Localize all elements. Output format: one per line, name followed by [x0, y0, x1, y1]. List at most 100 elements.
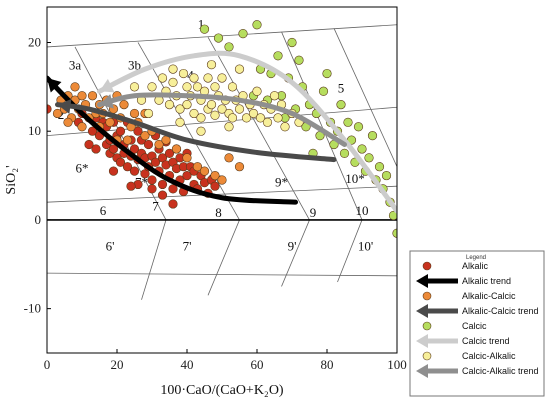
- field-label: 10: [356, 203, 369, 218]
- data-point: [108, 166, 119, 176]
- legend-label: Alkalic trend: [462, 276, 511, 286]
- legend-arrow-icon: [416, 334, 428, 348]
- data-point: [273, 51, 283, 61]
- data-point: [77, 91, 87, 101]
- data-point: [150, 157, 161, 167]
- trend-arrowhead: [47, 77, 62, 93]
- data-point: [210, 82, 220, 92]
- field-label: 6: [100, 203, 107, 218]
- data-point: [206, 60, 217, 70]
- legend-label: Alkalic-Calcic: [462, 291, 516, 301]
- data-point: [189, 73, 199, 83]
- data-point: [175, 104, 185, 114]
- y-tick-label: 10: [28, 123, 41, 138]
- data-point: [241, 113, 252, 123]
- data-point: [199, 166, 210, 176]
- field-label: 10*: [345, 171, 365, 186]
- data-point: [224, 42, 234, 52]
- data-point: [175, 117, 185, 127]
- data-point: [52, 108, 63, 119]
- data-point: [168, 77, 178, 88]
- trend-arrowhead: [99, 94, 114, 109]
- data-point: [164, 99, 175, 110]
- legend-marker-icon: [422, 291, 432, 301]
- data-point: [381, 170, 392, 181]
- data-point: [217, 175, 227, 185]
- x-tick-label: 0: [44, 357, 51, 372]
- x-tick-label: 60: [251, 357, 264, 372]
- data-point: [280, 122, 290, 132]
- data-point: [224, 153, 234, 163]
- data-point: [189, 108, 199, 119]
- data-point: [252, 86, 262, 96]
- field-boundary-line: [137, 42, 240, 221]
- legend-label: Calcic: [462, 321, 487, 331]
- data-point: [392, 228, 397, 238]
- data-point: [294, 55, 304, 65]
- field-boundary-line: [207, 219, 240, 296]
- data-point: [262, 117, 273, 127]
- data-point: [115, 126, 126, 136]
- data-point: [322, 68, 332, 79]
- data-point: [255, 113, 266, 123]
- data-point: [105, 117, 115, 127]
- field-label: 6*: [76, 160, 89, 175]
- data-point: [199, 24, 210, 34]
- plot-frame: [46, 6, 398, 354]
- data-point: [318, 86, 329, 96]
- classification-field-boundaries: [47, 24, 397, 300]
- field-label: 7': [183, 239, 192, 254]
- data-point: [227, 113, 238, 123]
- data-point: [196, 113, 206, 123]
- data-point: [203, 73, 213, 83]
- data-point: [87, 126, 98, 136]
- data-point: [129, 108, 140, 119]
- field-boundary-line: [141, 219, 167, 300]
- data-point: [364, 153, 374, 163]
- field-label: 1: [198, 17, 205, 32]
- legend-marker-icon: [422, 321, 432, 331]
- data-point: [91, 144, 101, 154]
- data-point: [147, 175, 157, 185]
- field-label: 7: [152, 199, 159, 214]
- field-label: 9*: [275, 175, 288, 190]
- series-layer: [47, 20, 397, 238]
- trend-arrowhead: [57, 98, 72, 114]
- data-point: [287, 37, 297, 48]
- legend-marker-icon: [422, 351, 432, 361]
- data-point: [238, 29, 248, 39]
- data-point: [192, 82, 203, 92]
- data-point: [147, 184, 157, 194]
- data-point: [126, 181, 136, 191]
- field-label: 3b: [128, 58, 141, 73]
- field-boundary-line: [207, 36, 310, 221]
- y-tick-label: -10: [24, 301, 41, 316]
- legend-marker-icon: [422, 261, 432, 271]
- legend-label: Calcic-Alkalic trend: [462, 366, 539, 376]
- trend-series-group: [47, 50, 397, 214]
- trend-line: [97, 50, 397, 214]
- field-label: 10': [358, 239, 373, 254]
- data-point: [77, 122, 87, 132]
- legend-title: Legend: [466, 255, 486, 261]
- data-point: [154, 139, 164, 150]
- data-point: [129, 144, 140, 154]
- data-point: [182, 170, 192, 181]
- field-boundary-line: [47, 272, 397, 277]
- x-tick-label: 20: [111, 357, 124, 372]
- legend-label: Alkalic-Calcic trend: [462, 306, 539, 316]
- data-point: [213, 33, 224, 43]
- legend-label: Alkalic: [462, 261, 489, 271]
- data-point: [164, 148, 175, 158]
- axes: 0 20 40 60 80 100 -10 0 10 20: [24, 34, 407, 372]
- data-point: [217, 104, 227, 114]
- field-label: 9': [288, 239, 297, 254]
- field-boundary-line: [47, 185, 397, 203]
- data-point: [157, 179, 168, 190]
- data-point: [157, 73, 168, 83]
- data-point: [87, 91, 98, 101]
- data-point: [210, 110, 220, 120]
- data-point: [248, 108, 259, 119]
- data-point: [140, 131, 150, 141]
- data-point: [129, 166, 140, 176]
